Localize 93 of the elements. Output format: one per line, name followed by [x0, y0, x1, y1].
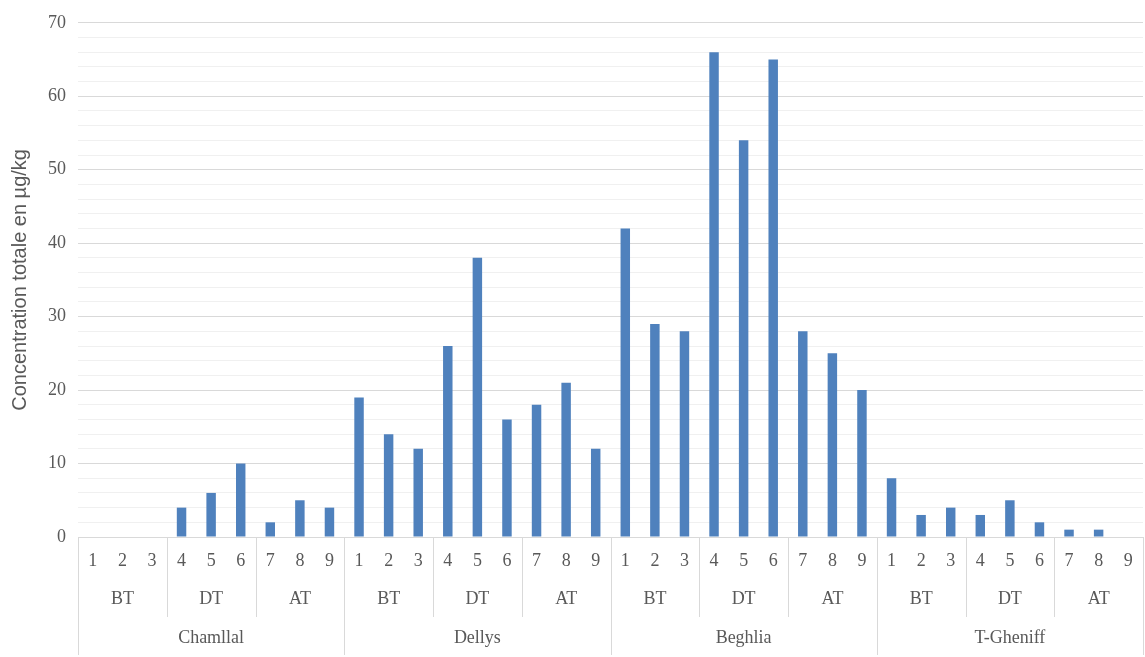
bar: [768, 59, 778, 537]
y-tick-label: 0: [57, 525, 66, 546]
bar: [916, 514, 926, 537]
bar: [413, 448, 423, 537]
bar: [1064, 529, 1074, 537]
x-tick-label: 7: [798, 549, 808, 570]
bar: [354, 397, 364, 537]
bar: [679, 331, 690, 537]
y-tick-label: 40: [48, 231, 66, 252]
bar: [295, 500, 305, 537]
bar: [176, 507, 187, 537]
y-axis-title: Concentration totale en µg/kg: [7, 149, 30, 411]
text: DT: [199, 587, 224, 608]
x-tick-label: 4: [709, 549, 719, 570]
x-tick-label: 1: [88, 549, 98, 570]
bar: [590, 448, 601, 537]
bar: [975, 514, 986, 537]
x-tick-label: 9: [591, 549, 601, 570]
x-tick-label: 1: [354, 549, 364, 570]
text: DT: [465, 587, 490, 608]
x-tick-label: 6: [502, 549, 512, 570]
x-tick-label: 6: [1034, 549, 1044, 570]
text: BT: [110, 587, 134, 608]
text: BT: [377, 587, 401, 608]
x-tick-label: 2: [384, 549, 394, 570]
x-tick-label: 5: [472, 549, 482, 570]
bar: [531, 404, 542, 537]
x-tick-label: 5: [1005, 549, 1015, 570]
x-tick-label: 7: [265, 549, 275, 570]
bar: [324, 507, 335, 537]
text: AT: [821, 587, 844, 608]
x-tick-label: 1: [620, 549, 630, 570]
bar: [945, 507, 956, 537]
bar: [738, 140, 749, 537]
bar: [561, 382, 571, 537]
x-tick-label: 2: [650, 549, 660, 570]
bar: [1005, 500, 1015, 537]
x-tick-label: 6: [768, 549, 778, 570]
bar: [650, 323, 660, 537]
bar: [235, 463, 246, 537]
x-tick-label: 9: [1123, 549, 1133, 570]
x-tick-label: 2: [117, 549, 127, 570]
bar: [857, 390, 867, 537]
text: Beghlia: [715, 626, 772, 647]
text: BT: [643, 587, 667, 608]
x-tick-label: 4: [975, 549, 985, 570]
x-tick-label: 3: [679, 549, 689, 570]
text: AT: [1087, 587, 1110, 608]
x-tick-label: 8: [827, 549, 837, 570]
x-tick-label: 9: [857, 549, 867, 570]
y-tick-label: 20: [48, 378, 66, 399]
bar: [886, 478, 897, 537]
bar: [443, 346, 453, 537]
text: Chamllal: [178, 626, 245, 647]
x-tick-label: 1: [887, 549, 897, 570]
bar: [798, 331, 808, 537]
text: BT: [909, 587, 933, 608]
x-tick-label: 9: [324, 549, 334, 570]
x-tick-label: 3: [413, 549, 423, 570]
bar: [502, 419, 512, 537]
bar: [265, 522, 276, 537]
bar: [1034, 522, 1045, 537]
bar: [620, 228, 631, 537]
x-tick-label: 3: [946, 549, 956, 570]
x-tick-label: 8: [1094, 549, 1104, 570]
y-tick-label: 60: [48, 84, 66, 105]
x-tick-label: 8: [295, 549, 305, 570]
y-tick-label: 30: [48, 305, 66, 326]
x-tick-label: 5: [206, 549, 216, 570]
x-tick-label: 8: [561, 549, 571, 570]
x-tick-label: 4: [177, 549, 187, 570]
y-tick-label: 50: [48, 158, 66, 179]
x-tick-label: 7: [532, 549, 542, 570]
bar: [709, 52, 719, 537]
bar: [472, 257, 483, 537]
text: AT: [288, 587, 311, 608]
text: AT: [555, 587, 578, 608]
x-tick-label: 3: [147, 549, 157, 570]
bar: [1093, 529, 1104, 537]
y-tick-label: 70: [48, 11, 66, 32]
x-tick-label: 5: [739, 549, 749, 570]
text: Dellys: [453, 626, 501, 647]
x-tick-label: 7: [1064, 549, 1074, 570]
bar: [827, 353, 838, 537]
bar: [206, 492, 216, 537]
text: T-Gheniff: [974, 626, 1046, 647]
text: DT: [731, 587, 756, 608]
bar: [383, 434, 394, 537]
x-tick-label: 6: [236, 549, 246, 570]
text: DT: [997, 587, 1022, 608]
x-tick-label: 4: [443, 549, 453, 570]
x-tick-label: 2: [916, 549, 926, 570]
y-tick-label: 10: [48, 452, 66, 473]
